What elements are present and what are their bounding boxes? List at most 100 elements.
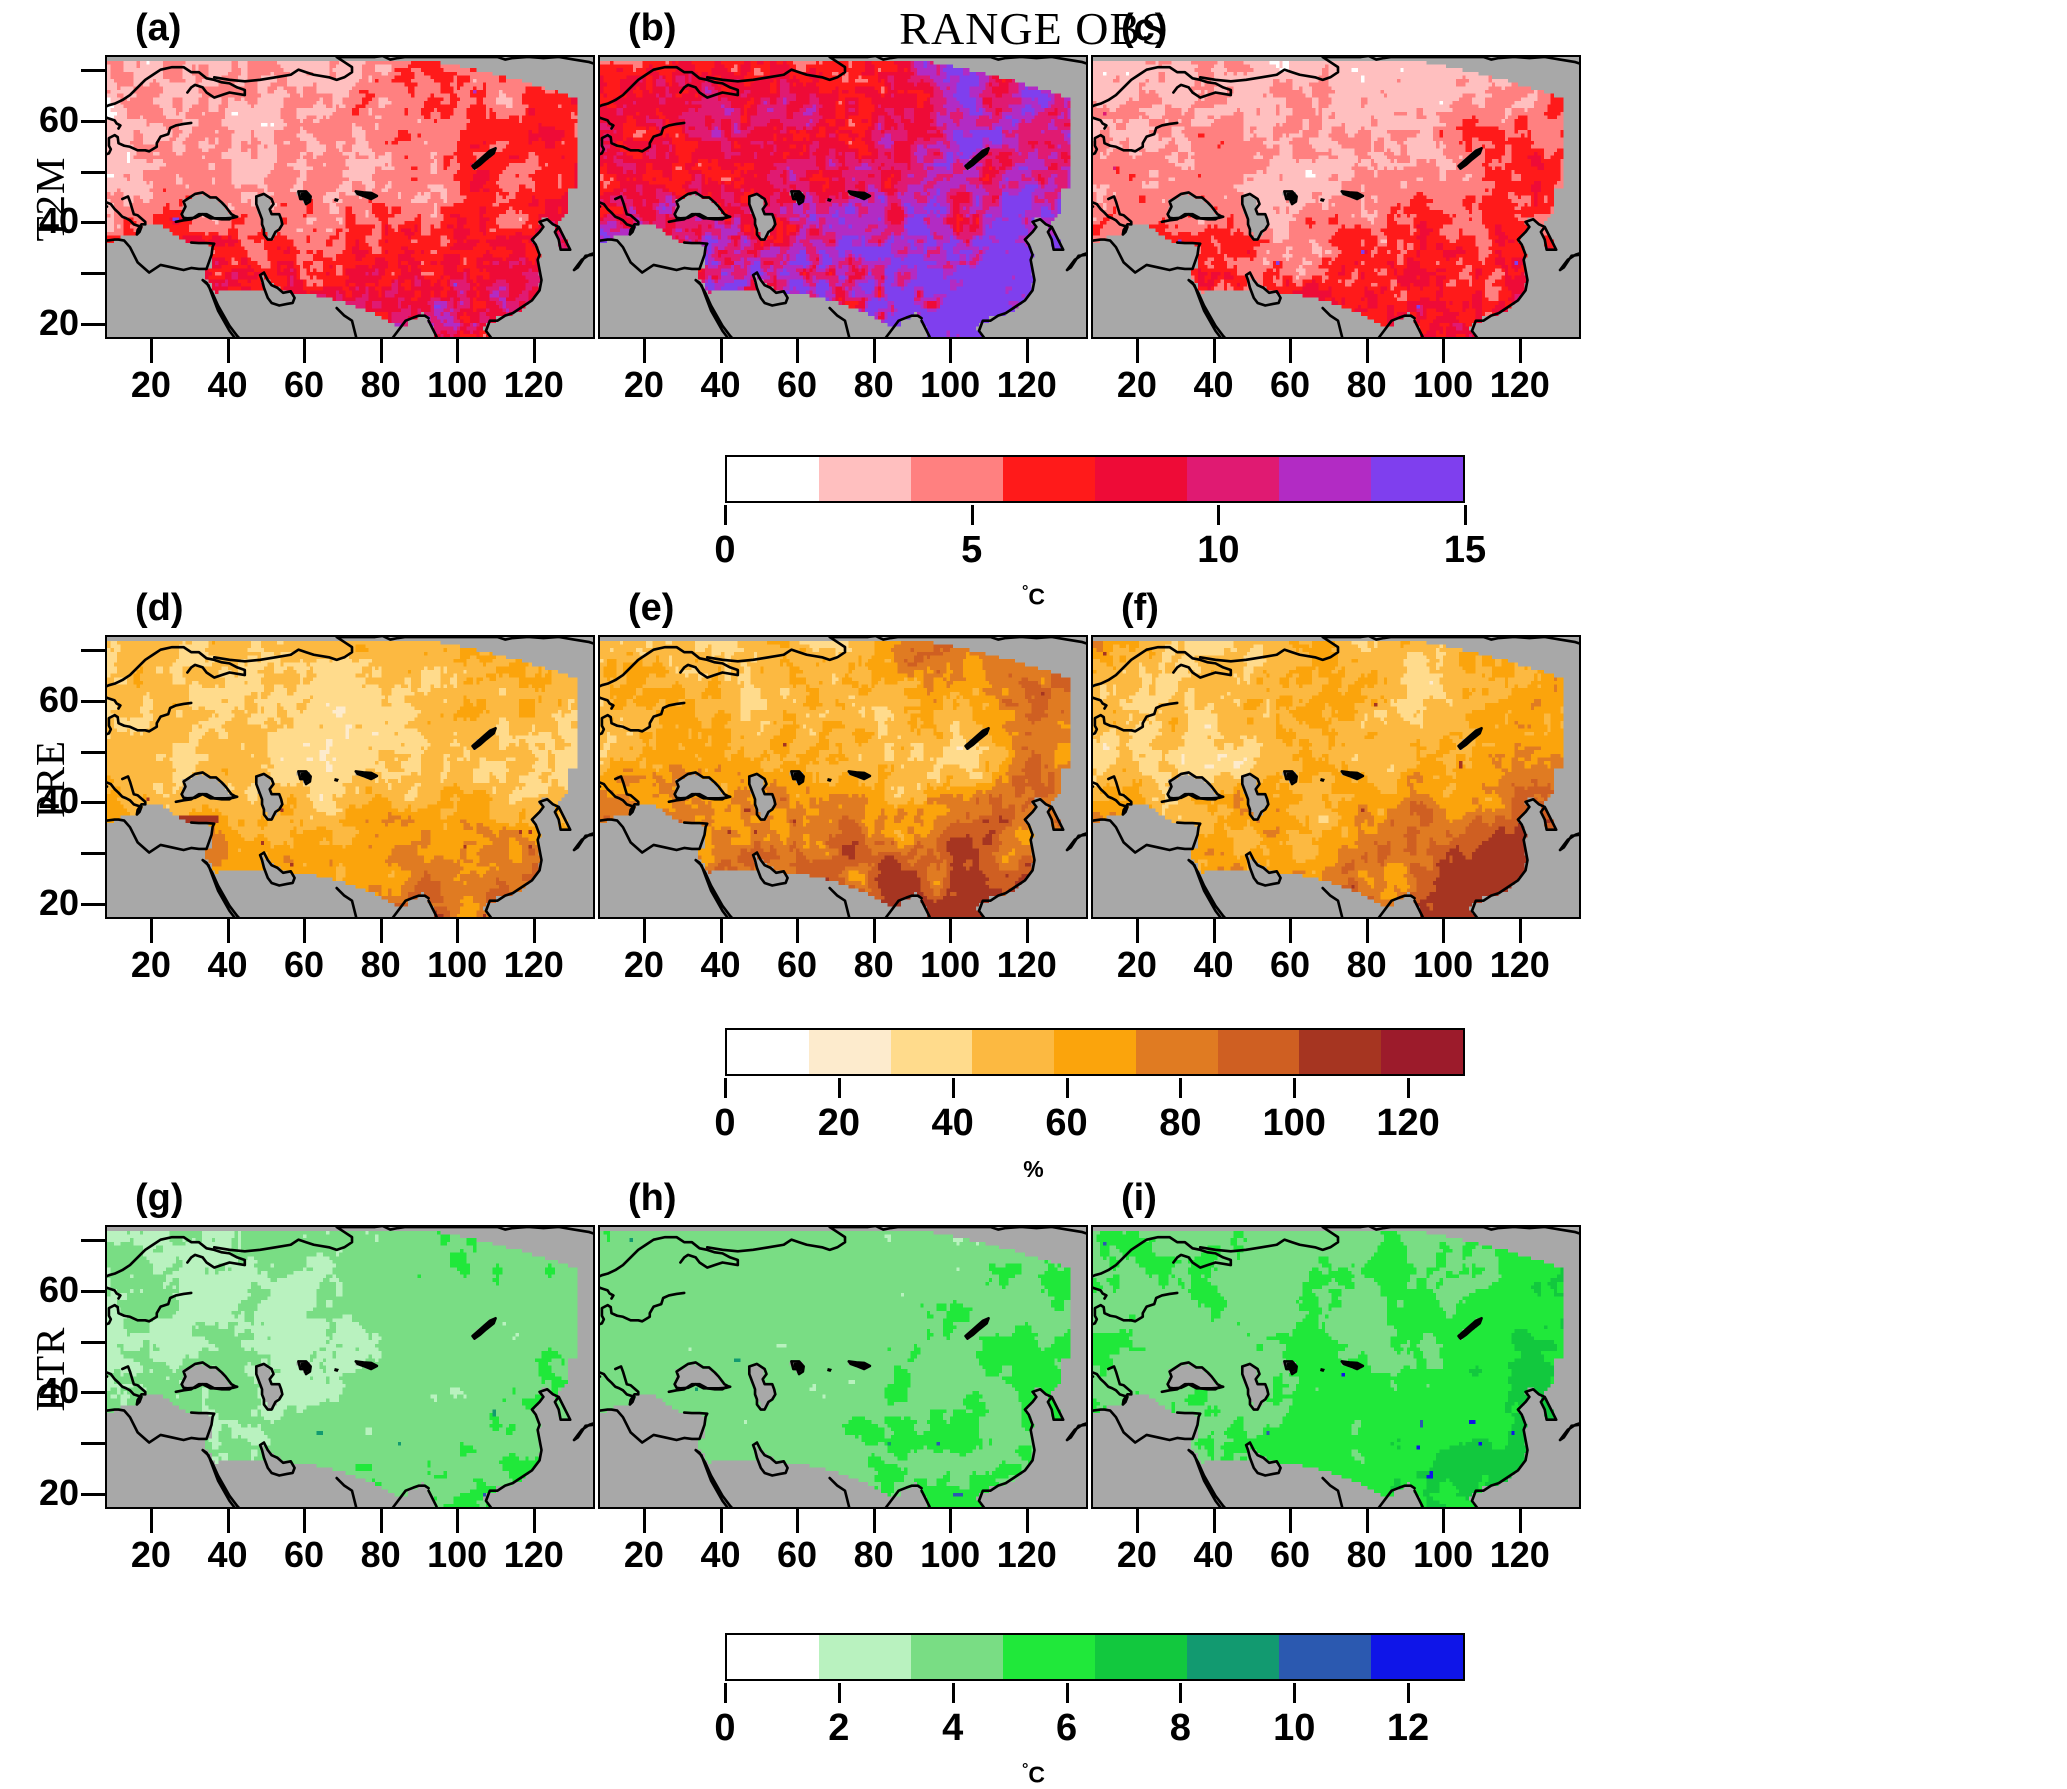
x-tick — [1135, 339, 1139, 363]
colorbar-tick-label: 10 — [1197, 529, 1240, 571]
colorbar-dtr-gradient — [725, 1633, 1465, 1681]
panel-e-map — [598, 635, 1088, 919]
x-tick — [456, 919, 460, 943]
x-tick-label: 20 — [623, 364, 664, 405]
colorbar-unit-text: % — [1023, 1156, 1044, 1182]
x-tick-label: 20 — [130, 944, 171, 985]
x-tick — [1442, 919, 1446, 943]
x-tick — [303, 339, 307, 363]
row-dtr: DTR (g) 20 40 60 20 40 60 80 100 120 (h) 20 40 60 80 100… — [0, 1165, 2067, 1788]
y-tick-minor — [81, 1340, 105, 1344]
y-tick — [81, 1289, 105, 1293]
colorbar-tick — [1179, 1078, 1183, 1098]
x-tick-label: 100 — [1413, 364, 1474, 405]
panel-f[interactable]: (f) 20 40 60 80 100 120 — [1091, 587, 1581, 983]
x-tick — [226, 919, 230, 943]
x-tick-label: 120 — [996, 944, 1057, 985]
colorbar-tick — [951, 1683, 955, 1703]
x-tick-label: 100 — [1413, 944, 1474, 985]
x-tick-label: 40 — [700, 364, 741, 405]
panel-e[interactable]: (e) 20 40 60 80 100 120 — [598, 587, 1088, 983]
y-tick-minor — [81, 170, 105, 174]
colorbar-tick — [1464, 505, 1467, 525]
colorbar-tick-label: 15 — [1443, 529, 1487, 571]
panel-g[interactable]: (g) 20 40 60 20 40 60 80 100 120 — [39, 1177, 595, 1573]
colorbar-swatch — [1279, 457, 1371, 501]
x-tick — [796, 919, 800, 943]
colorbar-tick-label: 20 — [817, 1102, 860, 1144]
panel-h-map — [598, 1225, 1088, 1509]
y-tick-label: 40 — [38, 1370, 79, 1412]
colorbar-tick — [837, 1078, 841, 1098]
x-tick — [1365, 919, 1369, 943]
x-tick-label: 60 — [777, 364, 818, 405]
colorbar-tick — [724, 505, 727, 525]
panel-d[interactable]: (d) 20 40 60 20 40 60 80 100 120 — [39, 587, 595, 983]
x-tick — [1025, 919, 1029, 943]
x-tick-label: 60 — [1270, 364, 1311, 405]
panel-c[interactable]: (c) 20 40 60 80 100 120 — [1091, 7, 1581, 403]
x-tick-label: 100 — [427, 364, 488, 405]
x-tick-label: 60 — [777, 1534, 818, 1575]
y-tick — [81, 902, 105, 906]
panel-b-tag: (b) — [628, 7, 677, 49]
x-tick-label: 100 — [920, 944, 981, 985]
colorbar-swatch — [1371, 457, 1463, 501]
colorbar-swatch — [727, 1635, 819, 1679]
colorbar-tick — [1217, 505, 1221, 525]
y-tick — [81, 322, 105, 326]
y-tick-label: 60 — [38, 98, 79, 140]
colorbar-swatch — [819, 457, 911, 501]
x-tick-label: 20 — [623, 1534, 664, 1575]
y-tick-label: 60 — [38, 678, 79, 720]
colorbar-pre-gradient — [725, 1028, 1465, 1076]
x-tick-label: 40 — [700, 944, 741, 985]
x-tick-label: 100 — [427, 944, 488, 985]
colorbar-tick-label: 5 — [961, 529, 983, 571]
x-tick — [149, 919, 153, 943]
colorbar-swatch — [1003, 1635, 1095, 1679]
panel-i[interactable]: (i) 20 40 60 80 100 120 — [1091, 1177, 1581, 1573]
row-label-t2m: T2M — [27, 156, 73, 242]
panel-b[interactable]: (b) 20 40 60 80 100 120 — [598, 7, 1088, 403]
colorbar-tick-label: 6 — [1055, 1707, 1078, 1749]
x-tick — [949, 339, 953, 363]
colorbar-swatch — [1299, 1030, 1382, 1074]
panel-a[interactable]: (a) 20 40 60 20 40 60 80 100 120 — [39, 7, 595, 403]
x-tick-label: 80 — [360, 944, 401, 985]
x-tick-label: 20 — [623, 944, 664, 985]
colorbar-swatch — [1095, 457, 1187, 501]
y-tick-minor — [81, 750, 105, 754]
x-tick — [1212, 919, 1216, 943]
x-tick — [379, 339, 383, 363]
x-tick-label: 40 — [207, 944, 248, 985]
y-tick-minor — [81, 1239, 105, 1243]
x-tick-label: 100 — [1413, 1534, 1474, 1575]
x-tick-label: 40 — [207, 1534, 248, 1575]
x-tick-label: 120 — [503, 364, 564, 405]
x-tick-label: 20 — [1116, 364, 1157, 405]
x-tick — [1365, 1509, 1369, 1533]
x-tick — [149, 339, 153, 363]
x-tick-label: 120 — [996, 1534, 1057, 1575]
colorbar-swatch — [727, 1030, 809, 1074]
panel-h[interactable]: (h) 20 40 60 80 100 120 — [598, 1177, 1088, 1573]
x-tick-label: 80 — [360, 1534, 401, 1575]
row-label-dtr: DTR — [27, 1326, 73, 1412]
x-tick — [1135, 919, 1139, 943]
x-tick-label: 20 — [130, 1534, 171, 1575]
x-tick — [303, 919, 307, 943]
x-tick — [1025, 1509, 1029, 1533]
colorbar-tick-label: 8 — [1169, 1707, 1191, 1749]
x-tick — [532, 919, 536, 943]
colorbar-tick-label: 120 — [1376, 1102, 1440, 1144]
colorbar-swatch — [808, 1030, 891, 1074]
x-tick-label: 80 — [853, 944, 894, 985]
x-tick — [949, 1509, 953, 1533]
x-tick-label: 80 — [853, 1534, 894, 1575]
x-tick — [149, 1509, 153, 1533]
x-tick-label: 20 — [1116, 1534, 1157, 1575]
colorbar-tick — [1407, 1078, 1411, 1098]
colorbar-swatch — [819, 1635, 911, 1679]
x-tick — [642, 919, 646, 943]
